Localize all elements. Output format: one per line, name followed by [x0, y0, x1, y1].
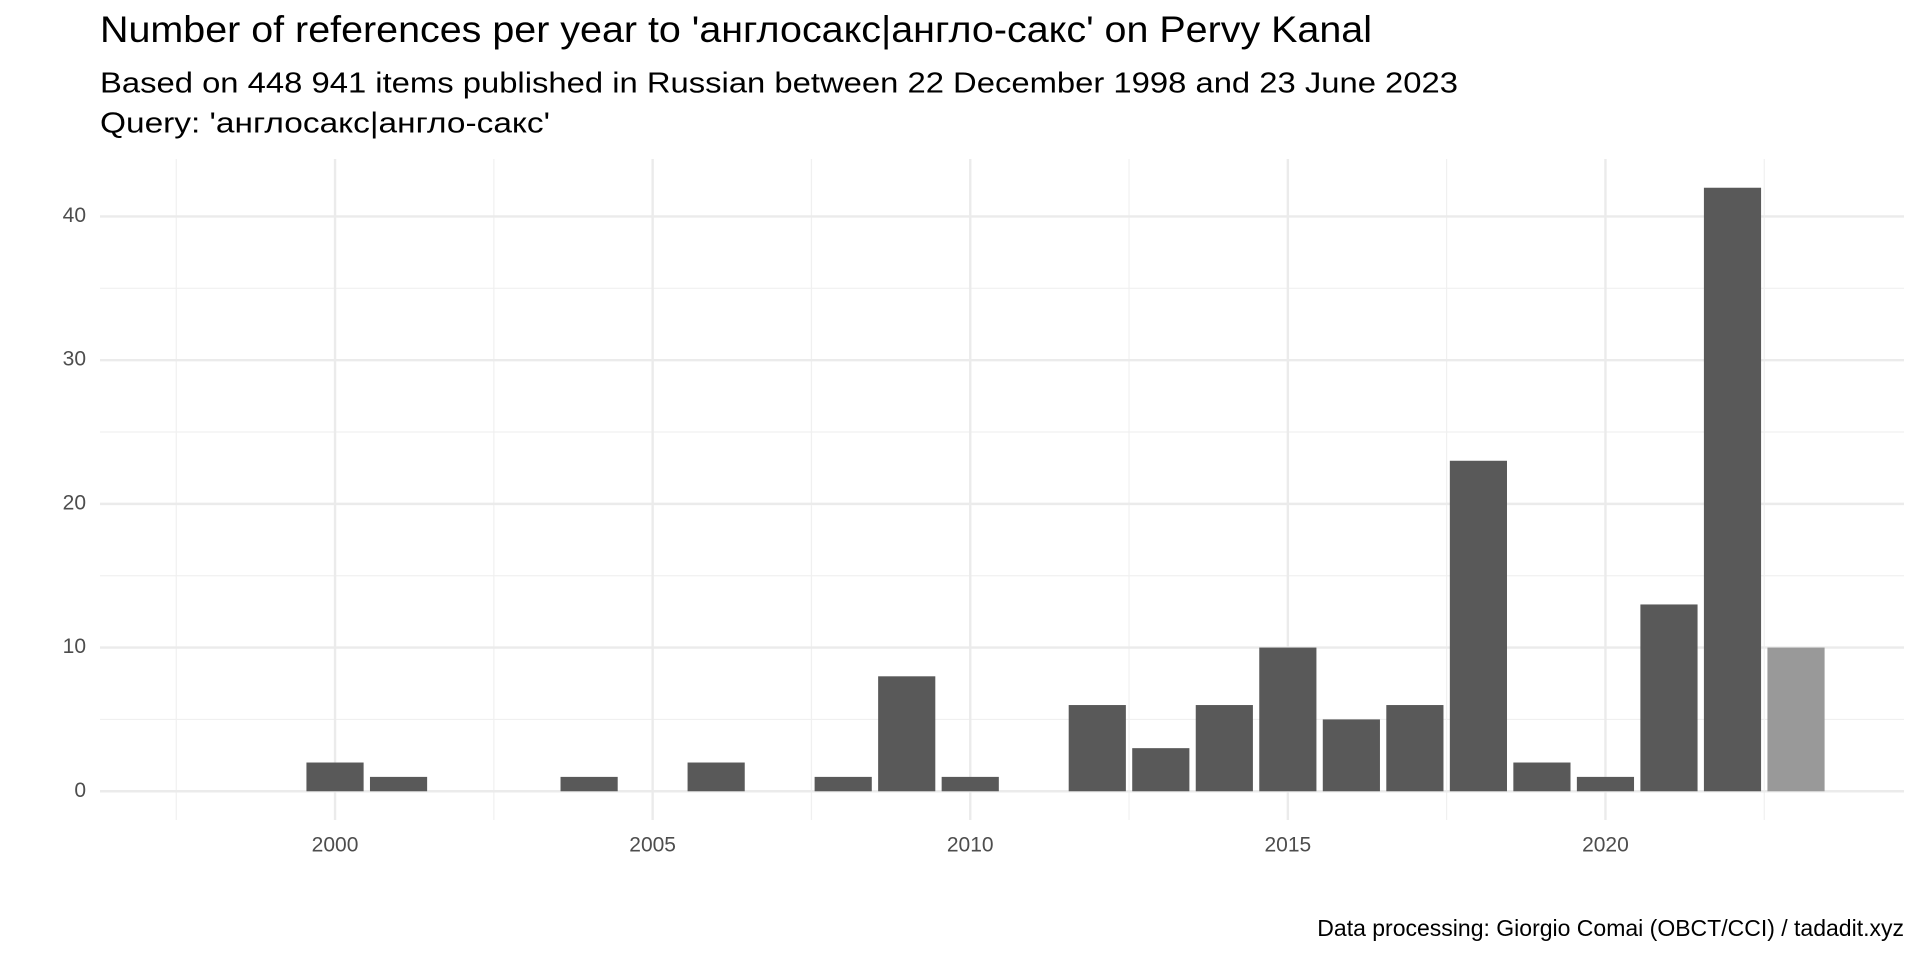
y-tick-label: 10	[63, 635, 86, 658]
bar	[1767, 647, 1825, 792]
y-tick-label: 20	[63, 491, 86, 514]
bar	[369, 776, 428, 792]
x-tick-label: 2005	[629, 834, 676, 857]
bar	[560, 776, 618, 792]
x-tick-label: 2020	[1582, 834, 1629, 857]
bar	[941, 776, 999, 792]
y-tick-label: 40	[63, 204, 86, 227]
bar	[1386, 705, 1444, 792]
chart-subtitle: Based on 448 941 items published in Russ…	[100, 68, 1458, 100]
bar	[1259, 647, 1317, 792]
bar	[1513, 762, 1571, 792]
bar	[814, 776, 872, 792]
query-text: Query: 'англосакс|англо-сакс'	[100, 108, 550, 140]
bar	[1195, 705, 1253, 792]
y-tick-label: 0	[74, 779, 86, 802]
y-tick-label: 30	[63, 348, 86, 371]
bar	[1068, 705, 1126, 792]
x-tick-label: 2000	[312, 834, 359, 857]
bar	[878, 676, 936, 792]
bar	[1132, 748, 1190, 792]
bar	[687, 762, 745, 792]
bar	[1640, 604, 1698, 792]
chart-title: Number of references per year to 'англос…	[100, 9, 1372, 50]
bar	[1703, 187, 1762, 792]
caption: Data processing: Giorgio Comai (OBCT/CCI…	[1317, 915, 1904, 941]
bar	[1576, 776, 1635, 792]
x-tick-label: 2015	[1264, 834, 1311, 857]
bar	[1449, 460, 1507, 792]
bar	[1322, 719, 1380, 792]
x-tick-label: 2010	[947, 834, 994, 857]
bar	[306, 762, 364, 792]
